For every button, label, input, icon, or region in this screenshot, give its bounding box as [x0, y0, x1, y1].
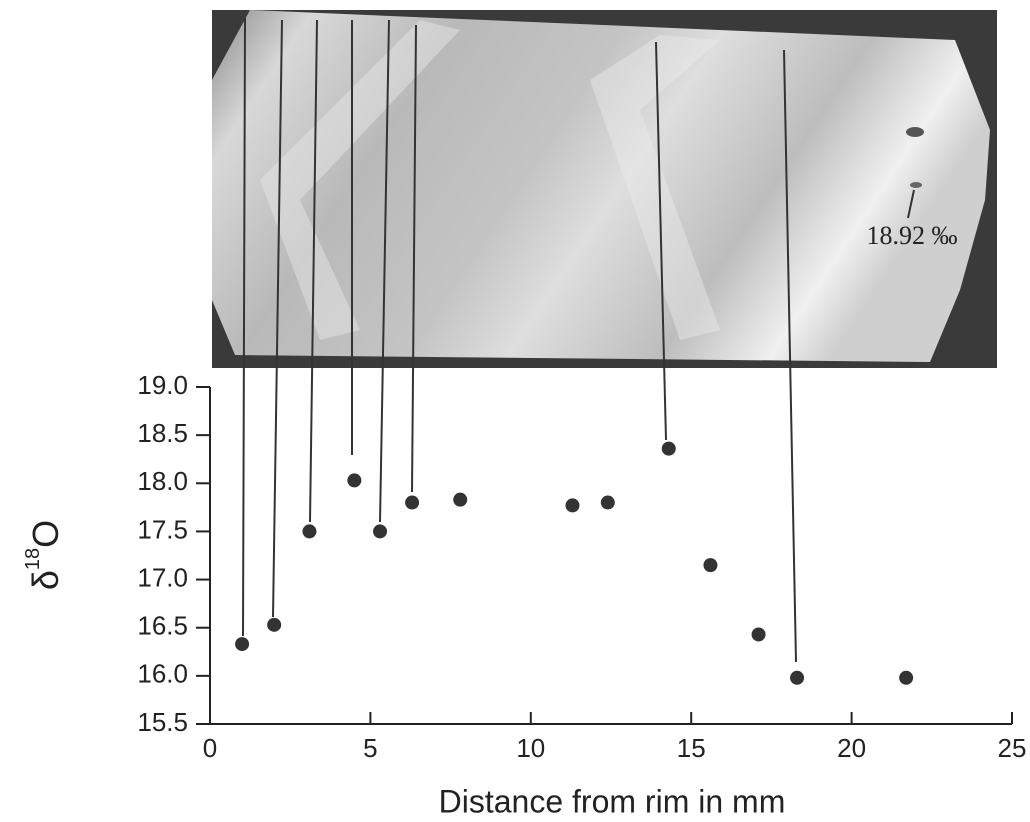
y-tick-label: 17.0: [137, 562, 188, 592]
growth-band: [590, 35, 720, 340]
data-point: [405, 495, 420, 510]
connector: [783, 49, 797, 663]
y-tick-label: 16.0: [137, 659, 188, 689]
spot: [910, 182, 922, 188]
y-label-element: O: [25, 520, 66, 548]
data-point: [373, 524, 388, 539]
spot: [906, 127, 924, 137]
x-tick-label: 20: [837, 733, 866, 763]
data-point: [267, 617, 282, 632]
y-tick-label: 17.5: [137, 514, 188, 544]
x-axis-label: Distance from rim in mm: [439, 783, 786, 819]
y-tick-label: 15.5: [137, 707, 188, 737]
data-point: [302, 524, 317, 539]
connector: [309, 19, 318, 523]
connector: [379, 19, 390, 523]
growth-band: [260, 20, 460, 340]
connector: [272, 19, 283, 618]
data-point: [235, 637, 250, 652]
photo: [212, 10, 997, 368]
data-point: [565, 498, 580, 513]
data-point: [347, 473, 362, 488]
crystal: [212, 10, 990, 362]
connector: [242, 17, 246, 637]
y-tick-label: 19.0: [137, 370, 188, 400]
connector: [655, 41, 667, 441]
data-point: [600, 495, 615, 510]
y-tick-label: 18.5: [137, 418, 188, 448]
y-tick-label: 16.5: [137, 611, 188, 641]
x-tick-label: 10: [516, 733, 545, 763]
y-tick-label: 18.0: [137, 466, 188, 496]
annotation: 18.92 ‰: [867, 221, 958, 250]
connectors: [242, 17, 797, 663]
x-tick-label: 0: [203, 733, 217, 763]
data-point: [661, 441, 676, 456]
y-label-symbol: δ: [25, 570, 66, 590]
annotation-leader: [907, 189, 915, 219]
data-point: [751, 627, 766, 642]
data-point: [899, 670, 914, 685]
y-axis-label: δ18O: [22, 520, 65, 590]
x-tick-label: 15: [677, 733, 706, 763]
data-point: [453, 492, 468, 507]
x-tick-label: 5: [363, 733, 377, 763]
connector: [411, 24, 417, 493]
x-tick-label: 25: [998, 733, 1027, 763]
data-point: [703, 558, 718, 573]
y-label-superscript: 18: [22, 548, 44, 570]
data-point: [790, 670, 805, 685]
